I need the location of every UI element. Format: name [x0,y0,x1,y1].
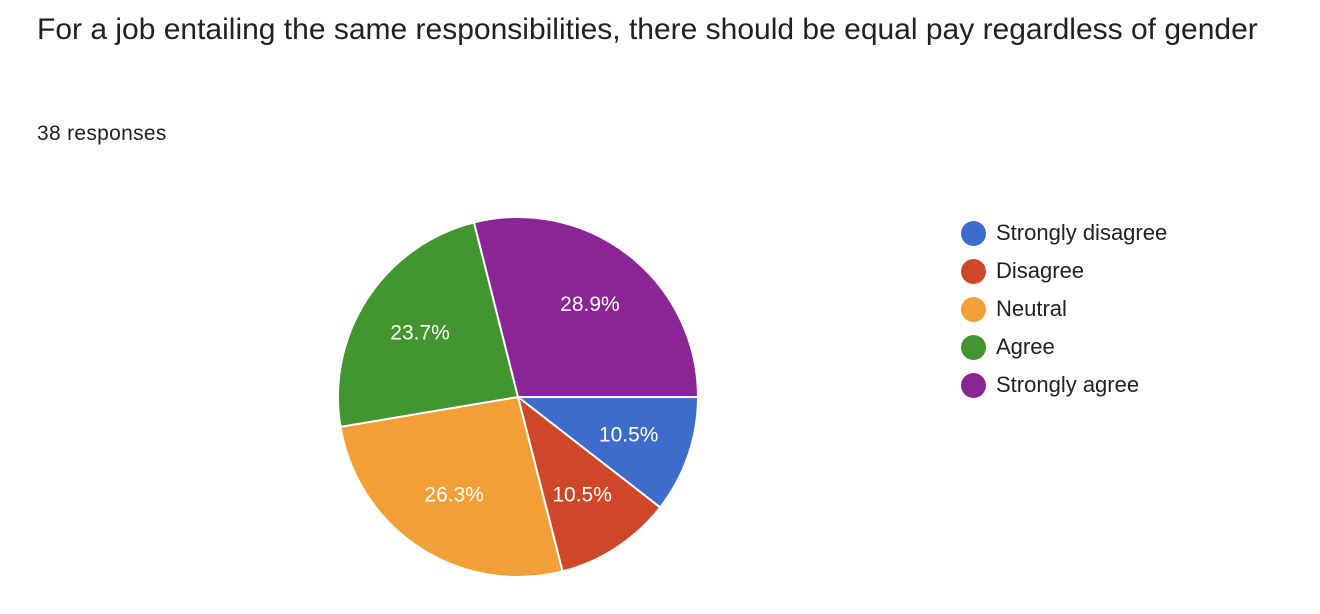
legend-label: Disagree [996,258,1085,283]
slice-label-neutral: 26.3% [424,484,484,507]
pie-slice-strongly-agree[interactable] [472,216,700,398]
legend-swatch [961,258,986,284]
slice-label-strongly-disagree: 10.5% [599,423,659,446]
pie-slice-neutral[interactable] [339,395,564,578]
legend-label: Strongly disagree [996,220,1168,245]
legend-item-disagree[interactable]: Disagree [961,252,1167,290]
chart-legend: Strongly disagree Disagree Neutral Agree Str… [961,214,1167,404]
pie-slice-strongly-disagree[interactable] [515,396,700,509]
pie-slice-agree[interactable] [337,221,520,429]
pie-slice-disagree[interactable] [516,394,662,573]
legend-label: Agree [996,334,1055,359]
legend-swatch [961,296,986,322]
legend-item-agree[interactable]: Agree [961,328,1167,366]
response-count: 38 responses [37,122,167,145]
legend-item-neutral[interactable]: Neutral [961,290,1167,328]
legend-item-strongly-agree[interactable]: Strongly agree [961,366,1167,404]
legend-label: Neutral [996,296,1067,321]
legend-label: Strongly agree [996,372,1140,397]
slice-label-agree: 23.7% [390,322,450,345]
legend-swatch [961,372,986,398]
legend-item-strongly-disagree[interactable]: Strongly disagree [961,214,1167,252]
legend-swatch [961,220,986,246]
slice-label-disagree: 10.5% [552,483,612,506]
slice-label-strongly-agree: 28.9% [560,293,620,316]
chart-title: For a job entailing the same responsibil… [37,13,1258,46]
legend-swatch [961,334,986,360]
